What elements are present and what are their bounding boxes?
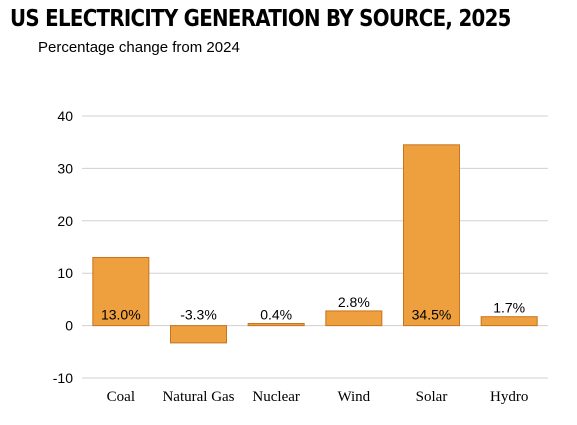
category-label: Solar (416, 389, 448, 405)
category-label: Hydro (490, 389, 528, 405)
x-axis-categories: Coal Natural Gas Nuclear Wind Solar Hydro (107, 389, 529, 405)
y-tick-label: 0 (65, 318, 73, 334)
category-label: Natural Gas (162, 389, 234, 405)
data-labels: 13.0% -3.3% 0.4% 2.8% 34.5% 1.7% (101, 294, 525, 323)
y-tick-label: 10 (57, 265, 73, 281)
chart-subtitle: Percentage change from 2024 (38, 39, 240, 56)
data-label: -3.3% (180, 307, 217, 323)
category-label: Nuclear (252, 389, 299, 405)
chart-title: US ELECTRICITY GENERATION BY SOURCE, 202… (10, 6, 511, 32)
data-label: 2.8% (338, 294, 370, 310)
bar-natural-gas (170, 325, 227, 344)
y-axis-ticks: -10 0 10 20 30 40 (53, 108, 73, 386)
category-label: Coal (107, 389, 135, 405)
bar-nuclear (247, 323, 305, 327)
bar-wind (325, 310, 383, 327)
bar-solar (403, 144, 460, 327)
data-label: 0.4% (260, 307, 292, 323)
bars (92, 144, 538, 344)
y-tick-label: -10 (53, 370, 73, 386)
category-label: Wind (337, 389, 370, 405)
y-tick-label: 20 (57, 213, 73, 229)
gridlines (82, 115, 548, 379)
data-label: 34.5% (412, 307, 452, 323)
y-tick-label: 30 (57, 160, 73, 176)
data-label: 13.0% (101, 307, 141, 323)
data-label: 1.7% (493, 300, 525, 316)
y-tick-label: 40 (57, 108, 73, 124)
bar-hydro (480, 316, 538, 327)
bar-coal (92, 256, 150, 327)
